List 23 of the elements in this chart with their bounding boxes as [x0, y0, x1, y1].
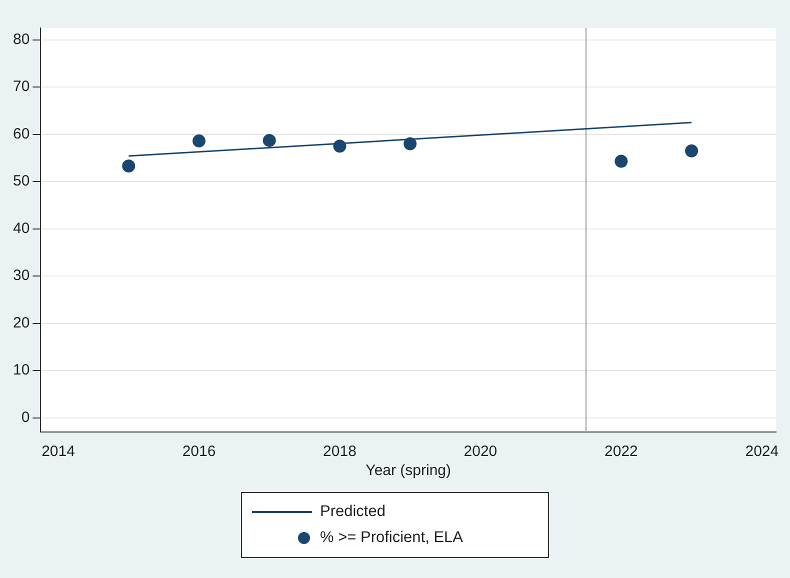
- legend-label: Predicted: [320, 503, 386, 521]
- point: [122, 159, 136, 172]
- point: [614, 154, 628, 168]
- x-tick-label: 2014: [42, 443, 75, 460]
- y-tick-label: 0: [21, 408, 30, 426]
- x-axis-title: Year (spring): [366, 462, 452, 480]
- legend-label: % >= Proficient, ELA: [320, 529, 464, 547]
- x-tick-label: 2018: [323, 443, 356, 460]
- y-tick-label: 10: [12, 362, 30, 379]
- y-tick-label: 40: [12, 220, 30, 237]
- x-tick-label: 2024: [745, 443, 779, 460]
- y-tick-label: 80: [12, 30, 30, 48]
- y-tick-label: 60: [12, 125, 30, 142]
- y-tick-label: 30: [12, 267, 30, 284]
- x-tick-label: 2020: [464, 443, 498, 460]
- point: [192, 134, 206, 148]
- x-tick-label: 2022: [604, 443, 638, 460]
- point: [262, 134, 276, 147]
- y-tick-label: 50: [12, 172, 30, 190]
- y-tick-label: 70: [12, 78, 30, 96]
- x-tick-label: 2016: [182, 443, 216, 460]
- point: [685, 144, 698, 158]
- y-tick-label: 20: [12, 314, 30, 332]
